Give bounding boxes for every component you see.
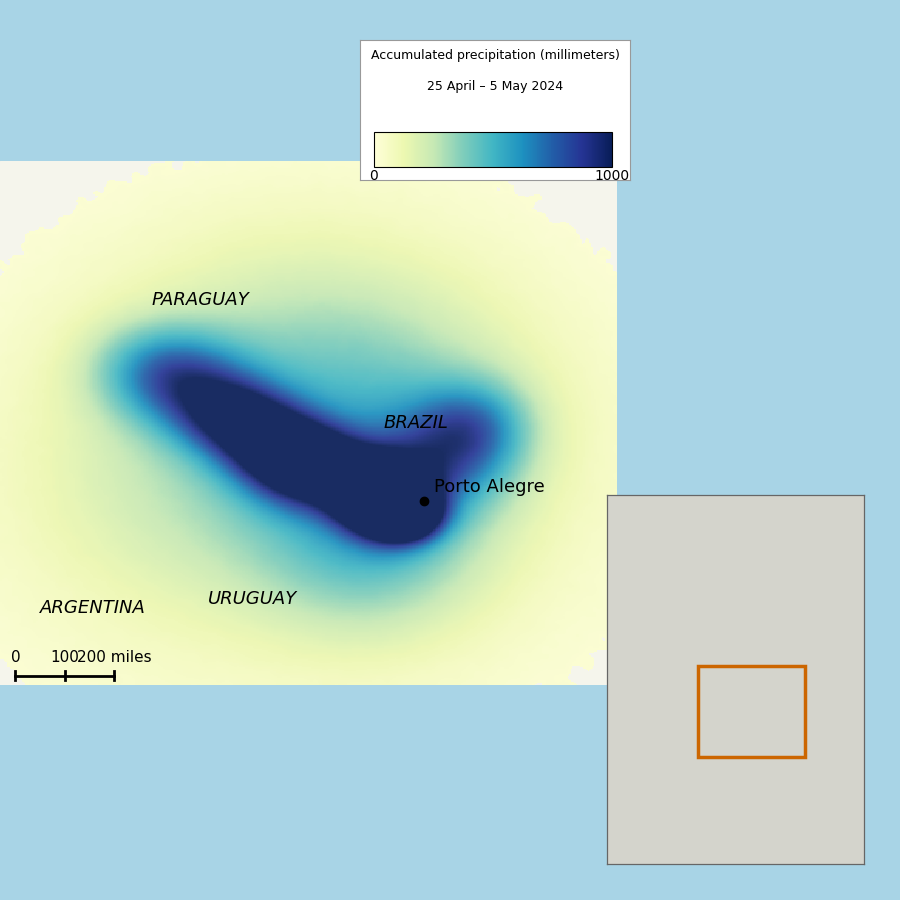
- Text: PARAGUAY: PARAGUAY: [151, 291, 249, 309]
- Text: 200 miles: 200 miles: [76, 650, 151, 665]
- Text: BRAZIL: BRAZIL: [383, 414, 448, 432]
- Text: 100: 100: [50, 650, 79, 665]
- Bar: [698, 666, 806, 757]
- Text: URUGUAY: URUGUAY: [208, 590, 297, 608]
- Polygon shape: [608, 495, 864, 864]
- Text: ARGENTINA: ARGENTINA: [40, 599, 146, 617]
- Text: Porto Alegre: Porto Alegre: [434, 478, 544, 496]
- Text: 0: 0: [11, 650, 20, 665]
- Text: 25 April – 5 May 2024: 25 April – 5 May 2024: [427, 79, 563, 93]
- Text: Accumulated precipitation (millimeters): Accumulated precipitation (millimeters): [371, 49, 619, 62]
